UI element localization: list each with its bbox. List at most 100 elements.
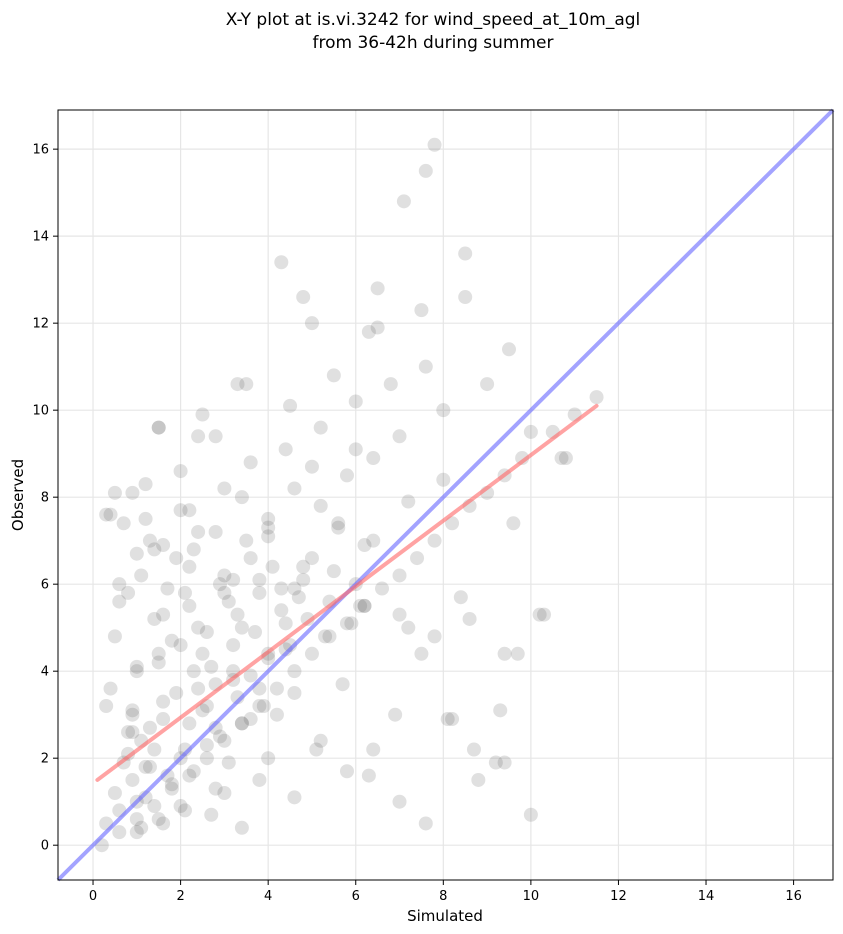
scatter-point — [112, 594, 127, 609]
scatter-point — [243, 455, 258, 470]
scatter-point — [497, 646, 512, 661]
x-tick-label: 16 — [785, 889, 802, 904]
scatter-point — [375, 581, 390, 596]
scatter-point — [361, 768, 376, 783]
scatter-point — [151, 655, 166, 670]
scatter-point — [134, 568, 149, 583]
scatter-point — [497, 755, 512, 770]
scatter-point — [156, 694, 171, 709]
scatter-point — [147, 799, 162, 814]
scatter-point — [265, 559, 280, 574]
chart-title-line-2: from 36-42h during summer — [313, 33, 554, 53]
scatter-point — [326, 564, 341, 579]
scatter-point — [177, 803, 192, 818]
scatter-point — [173, 503, 188, 518]
scatter-point — [458, 290, 473, 305]
scatter-point — [234, 716, 249, 731]
scatter-point — [103, 681, 118, 696]
scatter-point — [366, 451, 381, 466]
x-tick-label: 8 — [439, 889, 447, 904]
scatter-point — [480, 377, 495, 392]
one-to-one-line — [56, 108, 835, 882]
scatter-point — [243, 551, 258, 566]
scatter-point — [226, 572, 241, 587]
scatter-point — [160, 581, 175, 596]
scatter-point — [357, 598, 372, 613]
scatter-point — [532, 607, 547, 622]
scatter-point — [107, 629, 122, 644]
scatter-point — [125, 772, 140, 787]
y-tick-label: 10 — [32, 404, 49, 419]
scatter-point — [182, 503, 197, 518]
scatter-point — [234, 620, 249, 635]
scatter-point — [195, 407, 210, 422]
scatter-point — [252, 698, 267, 713]
scatter-point — [414, 303, 429, 318]
scatter-point — [501, 342, 516, 357]
scatter-point — [129, 664, 144, 679]
scatter-point — [177, 585, 192, 600]
scatter-point — [129, 546, 144, 561]
scatter-point — [313, 733, 328, 748]
scatter-point — [515, 451, 530, 466]
scatter-point — [252, 572, 267, 587]
scatter-point — [287, 481, 302, 496]
y-tick-label: 0 — [41, 839, 49, 854]
scatter-point — [138, 759, 153, 774]
x-axis-label: Simulated — [407, 907, 483, 925]
scatter-point — [243, 712, 258, 727]
scatter-point — [199, 625, 214, 640]
scatter-point — [361, 324, 376, 339]
scatter-point — [169, 685, 184, 700]
scatter-point — [427, 629, 442, 644]
scatter-point — [300, 611, 315, 626]
scatter-point — [339, 616, 354, 631]
scatter-point — [304, 551, 319, 566]
y-axis-label: Observed — [9, 459, 27, 531]
scatter-point — [217, 785, 232, 800]
scatter-point — [182, 598, 197, 613]
scatter-point — [138, 511, 153, 526]
scatter-point — [129, 825, 144, 840]
x-tick-label: 14 — [698, 889, 715, 904]
scatter-point — [99, 698, 114, 713]
scatter-point — [370, 281, 385, 296]
scatter-point — [217, 733, 232, 748]
scatter-point — [287, 581, 302, 596]
scatter-point — [217, 585, 232, 600]
scatter-point — [156, 538, 171, 553]
scatter-point — [392, 607, 407, 622]
x-tick-label: 12 — [610, 889, 627, 904]
scatter-point — [339, 468, 354, 483]
scatter-point — [506, 516, 521, 531]
scatter-point — [147, 611, 162, 626]
scatter-point — [169, 551, 184, 566]
scatter-point — [261, 529, 276, 544]
scatter-point — [121, 725, 136, 740]
scatter-point — [414, 646, 429, 661]
scatter-point — [151, 420, 166, 435]
scatter-point — [396, 194, 411, 209]
scatter-point — [191, 524, 206, 539]
scatter-point — [195, 703, 210, 718]
scatter-point — [147, 742, 162, 757]
scatter-point — [134, 820, 149, 835]
scatter-point — [248, 625, 263, 640]
scatter-point — [274, 581, 289, 596]
y-tick-label: 6 — [41, 578, 49, 593]
scatter-point — [392, 429, 407, 444]
scatter-point — [112, 825, 127, 840]
y-tick-label: 14 — [32, 230, 49, 245]
plot-frame — [57, 109, 834, 881]
scatter-point — [269, 681, 284, 696]
scatter-point — [418, 816, 433, 831]
scatter-point — [296, 290, 311, 305]
scatter-point — [151, 812, 166, 827]
scatter-point — [331, 520, 346, 535]
scatter-point — [348, 394, 363, 409]
scatter-point — [278, 616, 293, 631]
scatter-point — [445, 712, 460, 727]
scatter-point — [252, 772, 267, 787]
scatter-point — [103, 507, 118, 522]
scatter-point — [256, 698, 271, 713]
